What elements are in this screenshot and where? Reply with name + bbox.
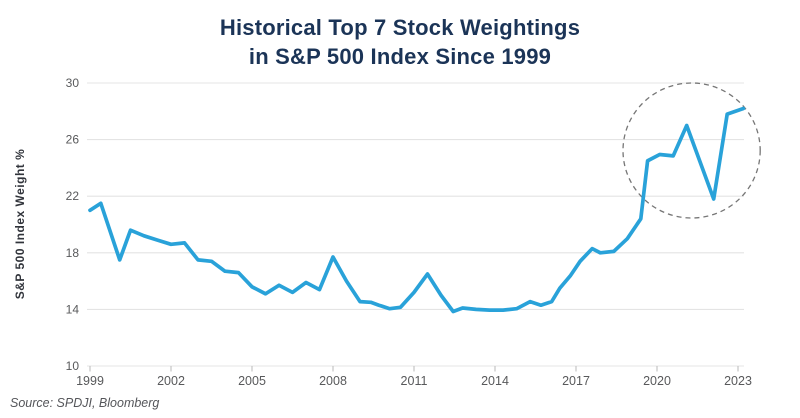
chart-title-line2: in S&P 500 Index Since 1999	[248, 44, 552, 69]
y-tick-label-22: 22	[66, 189, 80, 203]
y-tick-label-14: 14	[66, 302, 80, 316]
y-axis-title: S&P 500 Index Weight %	[13, 149, 27, 300]
x-tick-label-2002: 2002	[157, 374, 185, 388]
y-axis-tick-labels: 30 26 22 18 14 10	[66, 76, 80, 373]
chart-title: Historical Top 7 Stock Weightings in S&P…	[0, 13, 800, 71]
x-tick-label-1999: 1999	[76, 374, 104, 388]
x-tick-label-2017: 2017	[562, 374, 590, 388]
x-tick-label-2011: 2011	[401, 374, 428, 388]
x-tick-label-2020: 2020	[643, 374, 671, 388]
gridlines	[87, 82, 744, 367]
x-tick-label-2014: 2014	[481, 374, 509, 388]
x-axis-ticks	[89, 366, 739, 372]
y-tick-label-26: 26	[66, 133, 80, 147]
x-axis-tick-labels: 1999 2002 2005 2008 2011 2014 2017 2020 2023	[76, 374, 752, 388]
weight-line-series	[88, 106, 746, 314]
y-tick-label-10: 10	[66, 359, 80, 373]
x-tick-label-2023: 2023	[724, 374, 752, 388]
x-tick-label-2008: 2008	[319, 374, 347, 388]
chart-title-line1: Historical Top 7 Stock Weightings	[219, 15, 581, 40]
source-note: Source: SPDJI, Bloomberg	[10, 396, 160, 410]
dashed-circle-annotation	[622, 82, 761, 219]
x-tick-label-2005: 2005	[238, 374, 266, 388]
y-tick-label-30: 30	[66, 76, 80, 90]
y-tick-label-18: 18	[66, 246, 80, 260]
